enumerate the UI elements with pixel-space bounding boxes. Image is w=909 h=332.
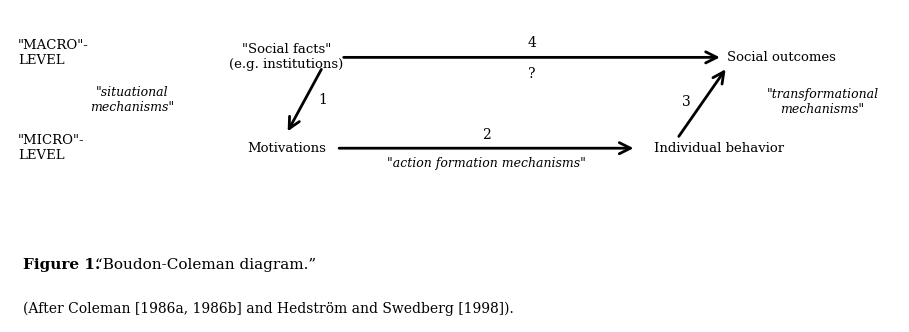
Text: "action formation mechanisms": "action formation mechanisms" xyxy=(387,157,585,170)
Text: Individual behavior: Individual behavior xyxy=(654,142,784,155)
Text: Social outcomes: Social outcomes xyxy=(727,51,836,64)
Text: 4: 4 xyxy=(527,36,536,50)
Text: 1: 1 xyxy=(318,93,327,107)
Text: 2: 2 xyxy=(482,128,491,142)
Text: 3: 3 xyxy=(682,95,691,109)
Text: "situational
mechanisms": "situational mechanisms" xyxy=(90,86,174,115)
Text: "MACRO"-
LEVEL: "MACRO"- LEVEL xyxy=(18,39,89,67)
Text: "MICRO"-
LEVEL: "MICRO"- LEVEL xyxy=(18,134,85,162)
Text: "Social facts"
(e.g. institutions): "Social facts" (e.g. institutions) xyxy=(229,43,344,71)
Text: ?: ? xyxy=(528,67,535,81)
Text: “Boudon-Coleman diagram.”: “Boudon-Coleman diagram.” xyxy=(95,258,316,272)
Text: Motivations: Motivations xyxy=(247,142,325,155)
Text: "transformational
mechanisms": "transformational mechanisms" xyxy=(766,88,879,116)
Text: Figure 1.: Figure 1. xyxy=(23,258,100,272)
Text: (After Coleman [1986a, 1986b] and Hedström and Swedberg [1998]).: (After Coleman [1986a, 1986b] and Hedstr… xyxy=(23,301,514,316)
